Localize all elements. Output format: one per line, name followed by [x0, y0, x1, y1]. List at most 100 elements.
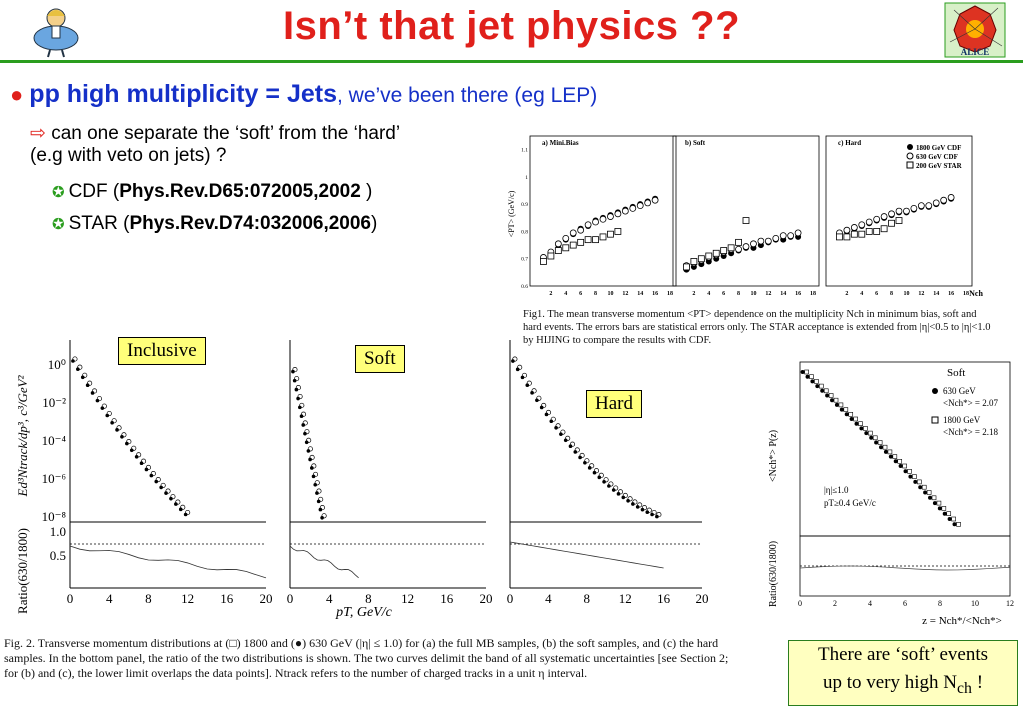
fig1-point-200	[577, 238, 585, 246]
fig3-point-630	[942, 511, 947, 516]
fig2-xtick-label: 0	[287, 591, 294, 606]
fig1-point-200	[584, 236, 592, 244]
fig2-point-630	[511, 359, 515, 363]
fig1-caption: Fig1. The mean transverse momentum <PT> …	[523, 309, 991, 346]
fig2-point-630	[100, 406, 105, 410]
fig2-point-1800	[526, 380, 532, 386]
fig1-point-200	[865, 228, 873, 235]
fig3-point-1800	[941, 506, 947, 511]
fig2-point-630	[159, 485, 163, 490]
fig3-point-1800	[936, 500, 942, 506]
label-hard: Hard	[586, 390, 642, 418]
svg-text:ALICE: ALICE	[961, 47, 990, 57]
fig2-point-630	[301, 423, 306, 427]
fig2-point-630	[626, 499, 630, 503]
fig2-point-1800	[321, 513, 327, 519]
fig1-xtick-label: 18	[963, 291, 969, 297]
fig1-xtick-label: 10	[607, 291, 613, 297]
fig1-point-200	[607, 230, 614, 238]
fig2-xtick-label: 16	[220, 591, 234, 606]
bullet-bold-text: pp high multiplicity = Jets	[29, 80, 337, 108]
fig2-point-1800	[637, 502, 643, 508]
fig2-point-630	[311, 474, 316, 479]
note-line-1: There are ‘soft’ events	[817, 644, 989, 665]
fig2-point-630	[120, 434, 124, 439]
fig2-point-1800	[608, 481, 614, 487]
fig2-ytick-0: 10⁰	[48, 357, 66, 372]
fig1-ylabel: <PT> (GeV/c)	[507, 190, 516, 237]
fig1-ytick-label: 0.7	[521, 257, 528, 263]
fig2-point-630	[315, 491, 319, 495]
fig2-point-630	[631, 502, 635, 506]
star-bullet-icon: ✪	[52, 184, 65, 201]
fig1-point-630	[865, 218, 873, 226]
fig2-point-1800	[565, 435, 571, 441]
fig2-xtick-label: 20	[480, 591, 493, 606]
fig2-ratio-points-inclusive	[69, 545, 267, 579]
fig1-xtick-label: 6	[875, 291, 878, 297]
fig2-point-630	[139, 461, 144, 466]
fig2-point-1800	[555, 423, 561, 429]
sub-bullet-question: ⇨ can one separate the ‘soft’ from the ‘…	[30, 122, 400, 167]
fig2-point-630	[578, 455, 582, 460]
fig2-point-630	[525, 383, 530, 388]
fig3-point-630	[918, 485, 923, 490]
fig2-point-630	[76, 367, 80, 371]
fig3-point-1800	[902, 463, 907, 469]
fig1-legend-200: 200 GeV STAR	[916, 162, 963, 170]
fig1-panel-title: a) Mini.Bias	[542, 139, 579, 147]
fig2-point-1800	[302, 420, 308, 426]
fig2-point-1800	[116, 425, 122, 431]
alice-cartoon-logo	[28, 4, 84, 58]
fig1-xtick-label: 14	[780, 291, 786, 297]
fig1-legend-630: 630 GeV CDF	[916, 153, 958, 161]
fig3-point-1800	[912, 474, 917, 479]
fig2-xtick-label: 4	[326, 591, 333, 606]
fig1-point-630	[607, 213, 614, 220]
fig2-point-630	[125, 441, 129, 446]
fig3-point-630	[825, 393, 830, 398]
fig2-point-630	[640, 507, 645, 512]
fig1-point-630	[895, 207, 903, 215]
fig2-point-630	[607, 484, 611, 488]
fig2-point-630	[320, 515, 324, 520]
fig2-point-1800	[318, 496, 324, 502]
fig2-point-630	[294, 387, 299, 392]
fig2-point-630	[587, 466, 592, 470]
fig2-ytick-1: 10⁻²	[42, 395, 66, 410]
fig3-point-630	[854, 421, 859, 426]
fig3-point-1800	[887, 449, 893, 455]
ref2-bold: Phys.Rev.D74:032006,2006	[129, 213, 371, 234]
fig2-ratio-tick-1: 1.0	[50, 524, 66, 539]
fig1-mean-pt-chart: a) Mini.Bias 2 4 6 8 10 12 14 16 18 0.6 0.7 0.8 0.9 1 1…	[507, 135, 983, 298]
fig2-point-630	[169, 496, 173, 501]
fig2-xtick-label: 4	[545, 591, 552, 606]
fig1-point-630	[599, 215, 607, 223]
fig2-ratio-points-hard	[509, 541, 664, 569]
fig1-point-200	[843, 233, 851, 241]
fig2-point-630	[144, 467, 149, 472]
fig1-panel-title: c) Hard	[838, 139, 861, 147]
fig1-point-630	[910, 204, 918, 212]
fig3-point-630	[893, 459, 898, 464]
fig3-point-1800	[804, 369, 809, 375]
fig2-ratio-points-soft	[289, 545, 359, 579]
fig3-xlabel: z = Nch*/<Nch*>	[922, 615, 1002, 627]
fig3-point-1800	[872, 435, 878, 441]
fig2-point-1800	[617, 489, 624, 495]
fig2-point-630	[554, 426, 558, 430]
fig3-point-630	[849, 417, 854, 421]
fig1-point-630	[614, 210, 622, 218]
fig3-point-630	[874, 440, 879, 445]
fig1-point-630	[843, 226, 851, 234]
fig1-point-630	[757, 237, 765, 245]
fig2-point-630	[90, 391, 95, 395]
fig3-point-1800	[819, 383, 824, 389]
fig2-point-630	[568, 444, 573, 449]
fig1-xtick-label: 6	[579, 291, 582, 297]
label-soft: Soft	[355, 345, 405, 373]
fig1-xtick-label: 2	[845, 291, 848, 297]
fig3-point-1800	[828, 393, 834, 398]
fig2-point-630	[299, 414, 304, 418]
fig3-point-630	[908, 474, 913, 479]
